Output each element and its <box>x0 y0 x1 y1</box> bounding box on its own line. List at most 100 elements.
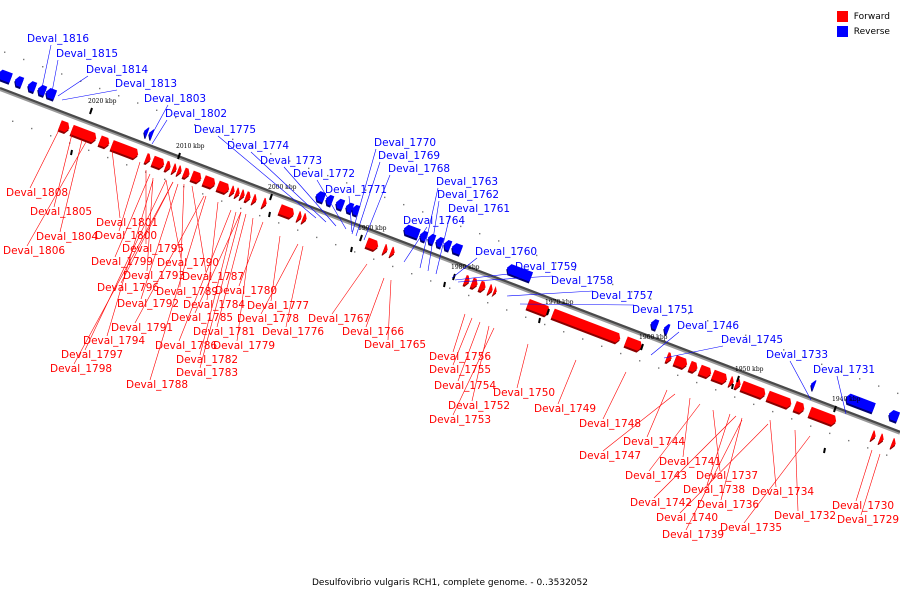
reverse-gene <box>845 393 876 415</box>
forward-gene-body <box>492 286 497 296</box>
forward-gene-body <box>70 124 97 143</box>
forward-gene-label: Deval_1743 <box>625 470 687 482</box>
forward-gene-body <box>808 406 837 426</box>
forward-gene-body <box>890 438 896 448</box>
forward-gene-body <box>251 193 257 204</box>
forward-gene-body <box>673 355 688 369</box>
minor-tick-mark <box>443 281 446 288</box>
forward-gene <box>163 160 171 173</box>
legend-forward-label: Forward <box>853 11 890 22</box>
forward-gene <box>687 360 698 374</box>
forward-gene-label: Deval_1739 <box>662 529 724 541</box>
forward-gene-label-leader <box>452 313 466 353</box>
reverse-gene-label: Deval_1816 <box>27 33 89 45</box>
forward-gene <box>143 153 151 166</box>
kbp-tick-mark <box>736 375 740 383</box>
forward-gene-label: Deval_1776 <box>262 326 324 338</box>
reverse-gene-body <box>846 393 876 413</box>
reverse-gene-label-leader <box>663 345 724 359</box>
reverse-gene-label: Deval_1802 <box>165 108 227 120</box>
reverse-gene-body <box>38 84 48 97</box>
forward-gene-label: Deval_1749 <box>534 403 596 415</box>
forward-gene-body <box>202 175 216 188</box>
forward-gene-label: Deval_1784 <box>183 299 245 311</box>
forward-gene-label: Deval_1793 <box>123 270 185 282</box>
forward-gene-body <box>487 284 493 294</box>
forward-gene-label-leader <box>452 327 495 416</box>
reverse-gene-body <box>889 409 900 422</box>
forward-gene <box>228 185 235 198</box>
forward-gene <box>364 237 379 252</box>
minor-mark <box>430 280 432 282</box>
reverse-gene-label: Deval_1762 <box>437 189 499 201</box>
forward-gene-label-leader <box>199 211 237 356</box>
minor-mark <box>593 276 595 278</box>
minor-mark <box>411 273 413 275</box>
forward-gene-label: Deval_1729 <box>837 514 899 526</box>
forward-gene-label: Deval_1767 <box>308 313 370 325</box>
forward-gene-body <box>278 204 295 218</box>
forward-gene-label: Deval_1740 <box>656 512 718 524</box>
reverse-gene-label: Deval_1774 <box>227 140 289 152</box>
reverse-gene-body <box>444 240 453 251</box>
forward-gene <box>170 163 177 175</box>
forward-gene-label: Deval_1750 <box>493 387 555 399</box>
minor-mark <box>631 291 633 293</box>
reverse-gene-label: Deval_1761 <box>448 203 510 215</box>
minor-mark <box>460 225 462 228</box>
forward-gene-label: Deval_1806 <box>3 245 65 257</box>
reverse-gene-label-leader <box>51 59 59 93</box>
forward-gene <box>181 167 190 180</box>
forward-gene <box>260 197 267 210</box>
forward-gene <box>889 438 896 450</box>
kbp-tick-mark <box>269 193 273 201</box>
genome-axis <box>0 86 900 433</box>
reverse-gene <box>37 84 48 98</box>
kbp-tick-label: 1950 kbp <box>735 366 764 373</box>
minor-mark <box>289 160 291 162</box>
minor-mark <box>525 316 527 318</box>
forward-gene-label: Deval_1730 <box>832 500 894 512</box>
forward-gene-label-leader <box>206 201 219 301</box>
forward-gene-label-leader <box>106 179 154 337</box>
forward-gene <box>175 165 182 177</box>
reverse-gene-body <box>404 224 421 239</box>
reverse-gene-body <box>15 76 25 88</box>
reverse-gene-label-leader <box>217 135 317 219</box>
forward-gene-body <box>234 187 240 198</box>
forward-gene-label-leader <box>216 213 247 328</box>
forward-gene-label-leader <box>118 161 141 232</box>
minor-mark <box>327 174 329 177</box>
minor-mark <box>859 378 861 380</box>
reverse-gene-label-leader <box>57 75 89 97</box>
forward-gene-label-leader <box>26 141 87 247</box>
reverse-gene-label: Deval_1758 <box>551 275 613 287</box>
minor-mark <box>441 218 443 220</box>
forward-gene <box>623 336 642 353</box>
minor-mark <box>639 360 641 362</box>
forward-gene <box>792 401 805 415</box>
forward-gene <box>150 155 165 171</box>
reverse-gene-label: Deval_1757 <box>591 290 653 302</box>
reverse-gene-body <box>428 233 437 245</box>
minor-mark <box>506 309 508 311</box>
forward-gene-label: Deval_1734 <box>752 486 814 498</box>
minor-mark <box>498 240 500 242</box>
forward-gene-label: Deval_1752 <box>448 400 510 412</box>
forward-gene-label: Deval_1756 <box>429 351 491 363</box>
forward-gene <box>462 274 470 287</box>
forward-gene-label-leader <box>557 359 577 405</box>
minor-mark <box>555 262 557 264</box>
minor-mark <box>574 269 576 271</box>
forward-gene <box>201 175 216 190</box>
forward-gene-label-leader <box>769 419 777 488</box>
forward-gene-label-leader <box>794 429 799 512</box>
forward-gene-body <box>478 280 486 292</box>
reverse-gene-body <box>326 194 335 206</box>
minor-mark <box>867 447 869 449</box>
forward-gene-body <box>711 369 728 384</box>
reverse-gene-label-leader <box>41 44 52 89</box>
forward-gene-label-leader <box>285 245 304 328</box>
reverse-gene <box>506 264 534 284</box>
forward-gene-label: Deval_1789 <box>156 286 218 298</box>
